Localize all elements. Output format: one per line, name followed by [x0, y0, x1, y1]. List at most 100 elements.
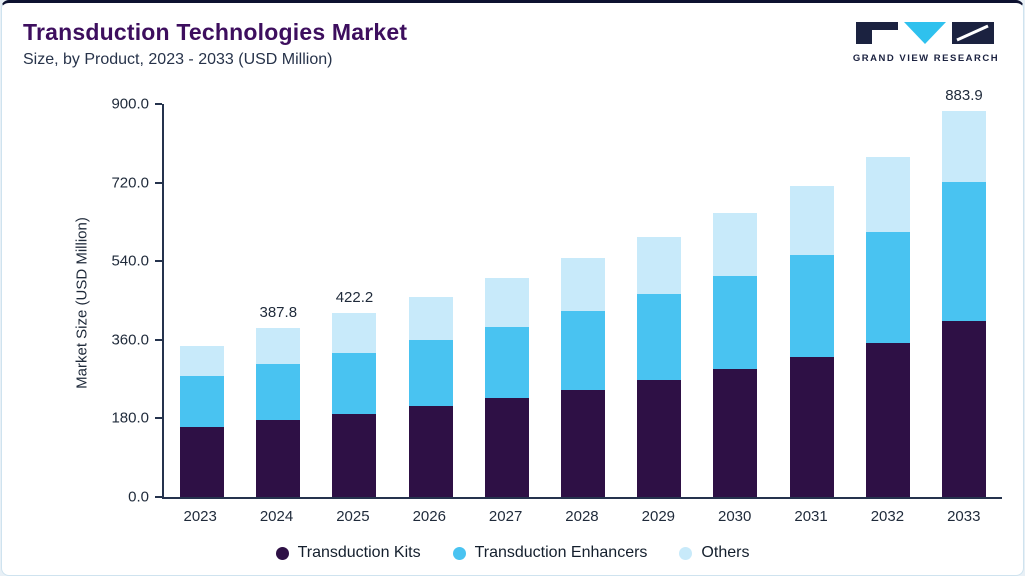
x-tick-label: 2026: [412, 508, 446, 525]
segment-transduction-kits: [180, 427, 225, 497]
segment-transduction-kits: [408, 406, 453, 497]
x-tick-label: 2025: [336, 508, 370, 525]
y-tick-mark: [155, 103, 162, 105]
x-axis-labels: 2023 2024 2025 2026 2027 2028 2029 2030 2031 2032…: [162, 508, 1002, 525]
stacked-bar-2024: [256, 327, 301, 497]
stacked-bar-2023: [180, 346, 225, 497]
y-tick-label: 720.0: [111, 174, 149, 192]
bar-column: [545, 258, 621, 497]
chart-header: Transduction Technologies Market Size, b…: [23, 19, 407, 69]
segment-others: [561, 258, 606, 312]
x-tick-label: 2029: [641, 508, 676, 525]
x-tick-label: 2031: [794, 508, 828, 525]
segment-transduction-enhancers: [484, 326, 529, 399]
stacked-bar-2027: [484, 278, 529, 497]
legend-item-others: Others: [679, 544, 749, 562]
logo-text: GRAND VIEW RESEARCH: [852, 53, 1000, 64]
bar-column: 422.2: [316, 289, 392, 497]
x-tick-label: 2027: [488, 508, 523, 525]
legend: Transduction Kits Transduction Enhancers O…: [2, 544, 1023, 562]
legend-label: Transduction Kits: [297, 544, 421, 561]
y-tick-mark: [155, 338, 162, 341]
x-tick-label: 2033: [947, 508, 981, 525]
stacked-bar-2032: [865, 157, 910, 497]
segment-others: [332, 312, 377, 353]
bar-column: [469, 278, 545, 497]
segment-transduction-enhancers: [941, 182, 986, 322]
y-tick-label: 900.0: [111, 95, 149, 113]
bar-total-label: 422.2: [335, 288, 374, 306]
plot-area: 0.0 180.0 360.0 540.0 720.0 900.0 387.8 422.2 88…: [111, 87, 1002, 506]
segment-others: [789, 186, 834, 256]
y-tick-mark: [155, 417, 162, 420]
y-tick-mark: [155, 181, 162, 184]
legend-dot-icon: [679, 546, 693, 560]
segment-transduction-enhancers: [332, 352, 377, 414]
y-tick-label: 540.0: [111, 252, 149, 270]
segment-others: [865, 157, 910, 233]
x-tick-label: 2023: [183, 508, 217, 525]
segment-transduction-kits: [561, 389, 606, 497]
segment-transduction-kits: [865, 343, 910, 497]
segment-transduction-kits: [941, 321, 986, 497]
segment-others: [408, 296, 453, 341]
logo-mark-icon: [856, 22, 994, 44]
y-axis-title: Market Size (USD Million): [73, 217, 91, 389]
segment-transduction-enhancers: [865, 232, 910, 344]
bar-column: [621, 236, 697, 497]
x-tick-label: 2030: [718, 508, 752, 525]
bar-column: [393, 296, 469, 497]
segment-transduction-enhancers: [713, 275, 758, 370]
bar-column: [164, 346, 240, 497]
bar-total-label: 387.8: [259, 303, 298, 321]
bar-column: [774, 186, 850, 497]
segment-transduction-kits: [637, 379, 682, 497]
x-tick-label: 2028: [565, 508, 599, 525]
segment-transduction-enhancers: [789, 255, 834, 358]
stacked-bar-2029: [637, 236, 682, 497]
y-tick-label: 180.0: [111, 409, 149, 427]
segment-transduction-kits: [713, 369, 758, 497]
chart-subtitle: Size, by Product, 2023 - 2033 (USD Milli…: [23, 51, 333, 68]
x-tick-label: 2032: [870, 508, 905, 525]
y-tick-label: 360.0: [111, 331, 149, 349]
grand-view-research-logo: GRAND VIEW RESEARCH: [851, 21, 1001, 64]
y-tick-mark: [155, 496, 162, 498]
segment-others: [637, 236, 682, 295]
legend-dot-icon: [275, 546, 289, 560]
y-tick-label: 0.0: [128, 488, 149, 506]
segment-transduction-enhancers: [256, 364, 301, 421]
legend-item-transduction-enhancers: Transduction Enhancers: [452, 544, 648, 562]
stacked-bar-2026: [408, 296, 453, 497]
y-tick-mark: [155, 260, 162, 263]
stacked-bar-2033: [941, 111, 986, 497]
bar-total-label: 883.9: [945, 87, 983, 105]
segment-others: [256, 327, 301, 365]
stacked-bar-2025: [332, 312, 377, 497]
segment-transduction-enhancers: [637, 294, 682, 380]
legend-item-transduction-kits: Transduction Kits: [275, 544, 421, 562]
segment-others: [180, 346, 225, 376]
chart-title: Transduction Technologies Market: [23, 19, 408, 45]
stacked-bar-2031: [789, 186, 834, 497]
segment-transduction-kits: [332, 413, 377, 497]
stacked-bar-2028: [561, 258, 606, 497]
segment-transduction-enhancers: [180, 375, 225, 428]
legend-label: Transduction Enhancers: [474, 544, 648, 561]
bar-column: [697, 212, 773, 497]
stacked-bar-2030: [713, 212, 758, 497]
bar-column: 387.8: [240, 304, 316, 497]
segment-others: [713, 212, 758, 276]
plot-wrap: 0.0 180.0 360.0 540.0 720.0 900.0 387.8 422.2 88…: [111, 87, 1002, 525]
segment-others: [484, 278, 529, 327]
legend-label: Others: [701, 544, 750, 561]
segment-transduction-kits: [256, 420, 301, 497]
segment-transduction-kits: [789, 357, 834, 497]
segment-others: [941, 111, 986, 183]
bar-column: [850, 157, 926, 497]
segment-transduction-enhancers: [561, 311, 606, 390]
legend-dot-icon: [452, 546, 466, 560]
x-tick-label: 2024: [259, 508, 294, 525]
bar-column: 883.9: [926, 87, 1002, 497]
